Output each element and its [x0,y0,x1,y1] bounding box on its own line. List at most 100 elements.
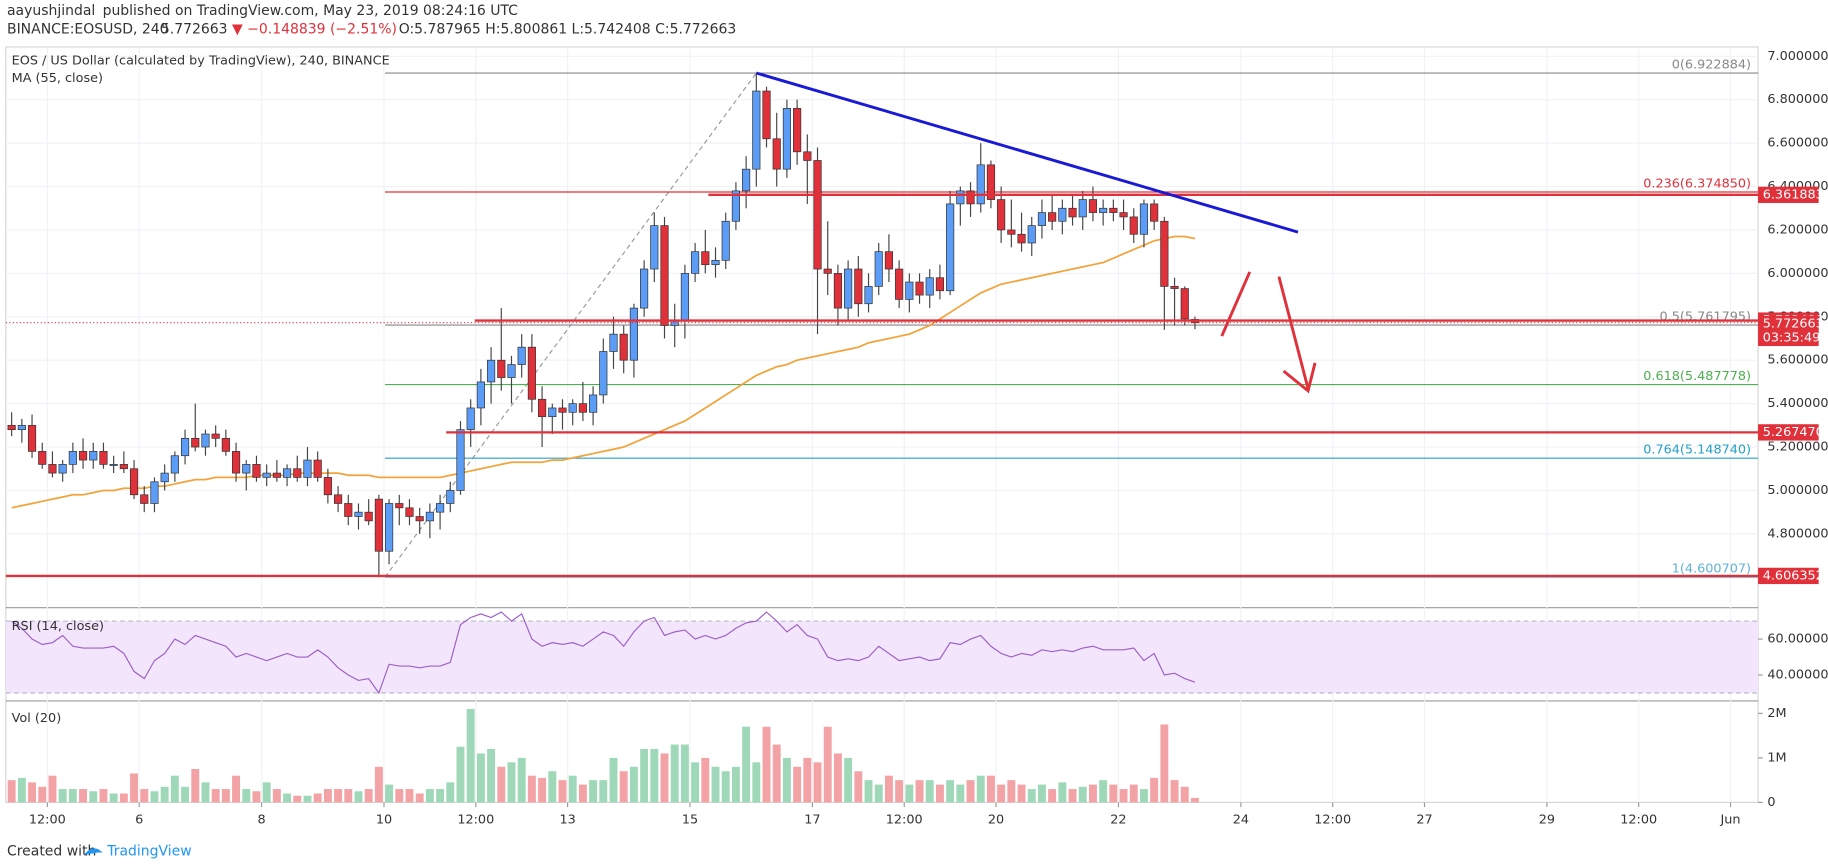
candle-body [1099,207,1108,213]
volume-bar [58,789,67,803]
chart-title: EOS / US Dollar (calculated by TradingVi… [12,53,390,68]
volume-bar [476,753,485,803]
candle-body [803,151,812,161]
x-tick-label: 12:00 [1620,812,1657,827]
volume-label: Vol (20) [12,711,62,726]
candle-body [1058,207,1067,222]
candle-body [384,503,394,552]
volume-tick-label: 1M [1767,750,1786,765]
volume-bar [272,789,281,803]
candle-body [629,307,638,361]
volume-bar [895,780,904,803]
candle-body [589,394,598,413]
candle-body [436,503,445,513]
arrow-down [1277,276,1317,394]
candle-body [119,464,128,470]
volume-bar [293,795,302,803]
volume-bar [833,753,842,803]
volume-bar [68,789,77,803]
volume-bar [884,775,893,803]
volume-bar [395,789,404,803]
y-tick-label: 5.600000 [1767,353,1828,368]
x-tick-label: 15 [682,812,698,827]
candle-body [823,268,832,274]
candle-body [201,433,210,448]
candle-body [446,490,455,504]
candle-body [140,494,149,504]
candle-body [1027,225,1036,244]
candle-body [680,273,689,322]
volume-bar [99,789,108,803]
candle-body [966,190,975,205]
brand[interactable]: TradingView [106,843,191,859]
volume-bar [405,789,414,803]
volume-bar [201,782,210,803]
candle-body [221,438,230,452]
candle-body [180,438,190,457]
candle-body [599,351,608,396]
volume-bar [1170,780,1179,803]
chart-layer: 12:00 6 8 10 12:00 13 15 17 12:00 20 22 24 12:00 27 29… [5,46,1828,827]
volume-bar [691,762,700,803]
candle-body [1150,203,1159,222]
candle-body [374,498,383,552]
candle-body [884,251,894,270]
volume-bar [1139,789,1148,803]
candle-body [27,424,37,452]
volume-bar [772,744,781,803]
volume-bar [1078,786,1087,803]
change: ▼ −0.148839 (−2.51%) [232,21,397,37]
volume-bar [191,769,200,803]
candle-body [1180,288,1189,320]
candle-body [742,168,751,192]
candle-body [1109,207,1118,213]
candle-body [915,281,924,296]
volume-bar [1027,789,1036,803]
volume-bar [150,791,159,803]
candle-body [150,481,159,504]
candle-body [793,108,802,153]
volume-bar [364,789,373,803]
volume-bar [507,762,516,803]
candle-body [813,160,822,270]
symbol: BINANCE:EOSUSD, 240 [7,21,169,37]
x-tick-label: 12:00 [1314,812,1351,827]
volume-bar [915,780,924,803]
volume-bar [1190,797,1199,803]
price-box [1758,424,1819,441]
y-tick-label: 5.400000 [1767,396,1828,411]
volume-bar [242,789,251,803]
volume-bar [629,766,638,803]
volume-bar [813,762,822,803]
x-tick-label: 27 [1416,812,1432,827]
candle-body [997,199,1006,231]
volume-bar [109,793,118,803]
candle-body [701,251,710,266]
candle-body [170,455,179,474]
volume-bar [864,780,873,803]
volume-bar [752,762,761,803]
last-price: 5.772663 [161,21,228,37]
volume-bar [997,784,1006,803]
volume-bar [89,791,98,803]
trendline [755,71,1299,234]
price-box-label: 5.267470 [1763,425,1824,440]
volume-bar [548,771,557,803]
volume-bar [680,744,689,803]
volume-bar [211,789,220,803]
volume-bar [323,789,332,803]
price-box-label: 6.361883 [1763,187,1824,202]
author[interactable]: aayushjindal [7,3,95,19]
volume-bar [181,786,190,803]
candle-body [48,464,57,474]
volume-bar [619,771,628,803]
volume-bar [609,757,618,803]
volume-bar [905,784,914,803]
volume-bar [1109,784,1118,803]
rsi-tick-label: 40.000000 [1767,668,1828,683]
price-box-label: 4.606352 [1763,568,1824,583]
price-box [1758,567,1819,585]
x-tick-label: 24 [1233,812,1249,827]
candle-body [68,451,77,465]
